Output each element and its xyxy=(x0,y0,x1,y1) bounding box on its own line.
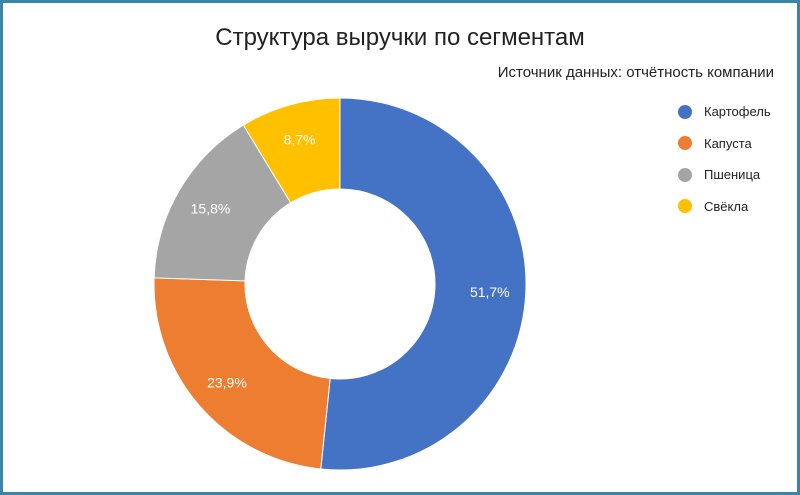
legend-item-2: Капуста xyxy=(678,128,771,160)
legend-label-2: Капуста xyxy=(704,135,752,151)
legend-label-4: Свёкла xyxy=(704,198,749,214)
donut-slice-1 xyxy=(320,97,527,471)
donut-slices xyxy=(153,97,527,471)
legend-item-1: Картофель xyxy=(678,96,771,128)
chart-legend: Картофель Капуста Пшеница Свёкла xyxy=(678,96,771,222)
legend-swatch-3 xyxy=(678,167,692,182)
donut-slice-2 xyxy=(153,277,331,470)
chart-title: Структура выручки по сегментам xyxy=(215,24,585,51)
donut-slice-label-1: 51,7% xyxy=(470,284,510,300)
legend-item-4: Свёкла xyxy=(678,191,771,223)
legend-item-3: Пшеница xyxy=(678,159,771,191)
donut-slice-label-3: 15,8% xyxy=(191,200,231,216)
legend-swatch-4 xyxy=(678,199,692,214)
legend-swatch-1 xyxy=(678,104,692,119)
legend-label-1: Картофель xyxy=(704,104,771,120)
chart-subtitle: Источник данных: отчётность компании xyxy=(497,64,774,81)
legend-label-3: Пшеница xyxy=(704,167,761,183)
donut-slice-labels: 51,7% 23,9% 15,8% 8,7% xyxy=(191,132,510,391)
donut-slice-label-4: 8,7% xyxy=(284,132,316,148)
donut-slice-label-2: 23,9% xyxy=(207,375,247,391)
legend-swatch-2 xyxy=(678,136,692,151)
donut-slice-4 xyxy=(242,97,341,204)
donut-slice-3 xyxy=(153,124,292,282)
